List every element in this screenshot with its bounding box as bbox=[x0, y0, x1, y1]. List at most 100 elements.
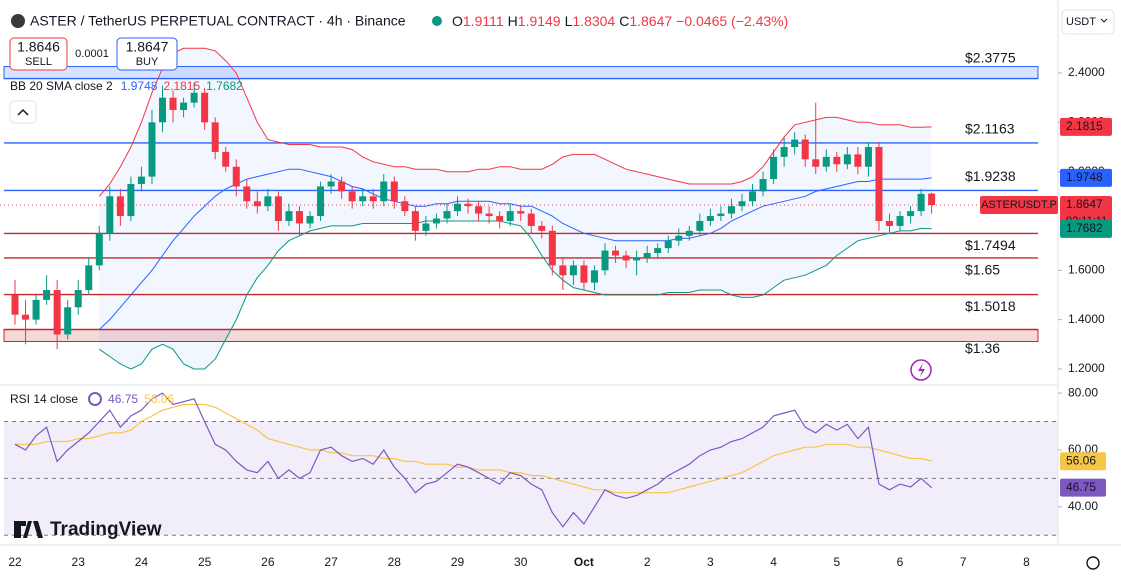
candle-body bbox=[601, 250, 609, 271]
candle-body bbox=[264, 196, 272, 207]
sell-price[interactable]: 1.8646 bbox=[17, 39, 60, 55]
bb-line bbox=[98, 47, 932, 197]
event-bolt bbox=[918, 363, 925, 377]
rsi-tag bbox=[1060, 452, 1106, 471]
candle-body bbox=[317, 186, 325, 217]
candle-body bbox=[454, 203, 462, 212]
candle-body bbox=[590, 270, 598, 283]
candle-body bbox=[791, 139, 799, 147]
candle-body bbox=[559, 265, 567, 276]
y-tick-label: 40.00 bbox=[1068, 499, 1098, 513]
x-tick-label: 3 bbox=[707, 555, 714, 569]
y-tick-label: 1.6000 bbox=[1068, 262, 1105, 276]
x-tick-label: 28 bbox=[388, 555, 402, 569]
rsi-value: 46.75 bbox=[108, 392, 138, 406]
x-tick-label: 30 bbox=[514, 555, 528, 569]
x-tick-label: 8 bbox=[1023, 555, 1030, 569]
candle-body bbox=[675, 235, 683, 241]
candle-body bbox=[727, 206, 735, 214]
candle-body bbox=[538, 225, 546, 231]
price-tag-label: 1.7682 bbox=[1066, 221, 1103, 235]
candle-body bbox=[380, 181, 388, 202]
candle-body bbox=[907, 211, 915, 217]
currency-button[interactable] bbox=[1061, 9, 1115, 35]
candle-body bbox=[137, 176, 145, 184]
candle-body bbox=[612, 250, 620, 256]
y-tick-label: 80.00 bbox=[1068, 385, 1098, 399]
candle-body bbox=[201, 92, 209, 123]
candle-body bbox=[822, 156, 830, 167]
rsi-icon[interactable] bbox=[88, 392, 102, 406]
candle-body bbox=[106, 196, 114, 234]
candle-body bbox=[116, 196, 124, 217]
level-label: $1.36 bbox=[965, 340, 1000, 356]
candle-body bbox=[43, 290, 51, 300]
candle-body bbox=[569, 265, 577, 276]
candle-body bbox=[780, 146, 788, 157]
candle-body bbox=[548, 230, 556, 266]
x-tick-label: 29 bbox=[451, 555, 465, 569]
rsi-band bbox=[4, 421, 1058, 536]
price-tag-label: 1.8647 bbox=[1066, 197, 1103, 211]
market-status bbox=[432, 16, 442, 26]
level-label: $2.3775 bbox=[965, 49, 1016, 65]
collapse-button[interactable] bbox=[9, 100, 37, 124]
ohlc-value: 1.8647 bbox=[629, 13, 672, 29]
candle-body bbox=[485, 213, 493, 217]
candle-body bbox=[517, 211, 525, 214]
candle-body bbox=[127, 183, 135, 217]
candle-body bbox=[22, 314, 30, 320]
settings-icon[interactable] bbox=[1086, 556, 1100, 570]
candle-body bbox=[390, 181, 398, 202]
candle-body bbox=[148, 122, 156, 177]
level-zone bbox=[3, 329, 1039, 343]
ohlc-value: 1.9149 bbox=[518, 13, 561, 29]
candle-body bbox=[422, 223, 430, 231]
sell-button[interactable] bbox=[9, 37, 68, 71]
candle-body bbox=[190, 92, 198, 103]
price-tag bbox=[1060, 219, 1112, 238]
level-label: $1.7494 bbox=[965, 237, 1016, 253]
candle-body bbox=[443, 211, 451, 219]
candle-body bbox=[11, 294, 19, 315]
candle-body bbox=[885, 220, 893, 226]
candle-body bbox=[64, 307, 72, 335]
candle-body bbox=[928, 193, 936, 206]
buy-price[interactable]: 1.8647 bbox=[126, 39, 169, 55]
change: −0.0465 (−2.43%) bbox=[676, 13, 788, 29]
buy-button[interactable] bbox=[116, 37, 178, 71]
ohlc-key: C bbox=[619, 13, 629, 29]
candle-body bbox=[348, 191, 356, 202]
candle-body bbox=[464, 203, 472, 207]
currency[interactable]: USDT bbox=[1066, 16, 1096, 28]
rsi-tag bbox=[1060, 478, 1106, 497]
symbol-icon[interactable] bbox=[11, 14, 25, 28]
buy-label[interactable]: BUY bbox=[136, 56, 159, 68]
candle-body bbox=[864, 146, 872, 167]
candle-body bbox=[496, 216, 504, 221]
candle-body bbox=[580, 265, 588, 283]
price-tag bbox=[1060, 117, 1112, 136]
collapse-icon bbox=[17, 108, 29, 116]
rsi-tag-label: 56.06 bbox=[1066, 453, 1096, 467]
candle-body bbox=[327, 181, 335, 187]
sell-label[interactable]: SELL bbox=[25, 56, 52, 68]
candle-body bbox=[622, 255, 630, 261]
candle-body bbox=[285, 211, 293, 221]
candle-body bbox=[696, 220, 704, 231]
symbol-title[interactable]: ASTER / TetherUS PERPETUAL CONTRACT · 4h… bbox=[30, 13, 406, 29]
candle-body bbox=[527, 213, 535, 226]
candle-body bbox=[274, 196, 282, 221]
candle-body bbox=[685, 230, 693, 236]
x-tick-label: 7 bbox=[960, 555, 967, 569]
candle-body bbox=[875, 146, 883, 221]
x-tick-label: 24 bbox=[135, 555, 149, 569]
candle-body bbox=[95, 233, 103, 266]
x-tick-label: 25 bbox=[198, 555, 212, 569]
candle-body bbox=[506, 211, 514, 221]
x-tick-label: 26 bbox=[261, 555, 275, 569]
candle-body bbox=[211, 122, 219, 152]
candle-body bbox=[306, 216, 314, 224]
candle-body bbox=[74, 290, 82, 308]
